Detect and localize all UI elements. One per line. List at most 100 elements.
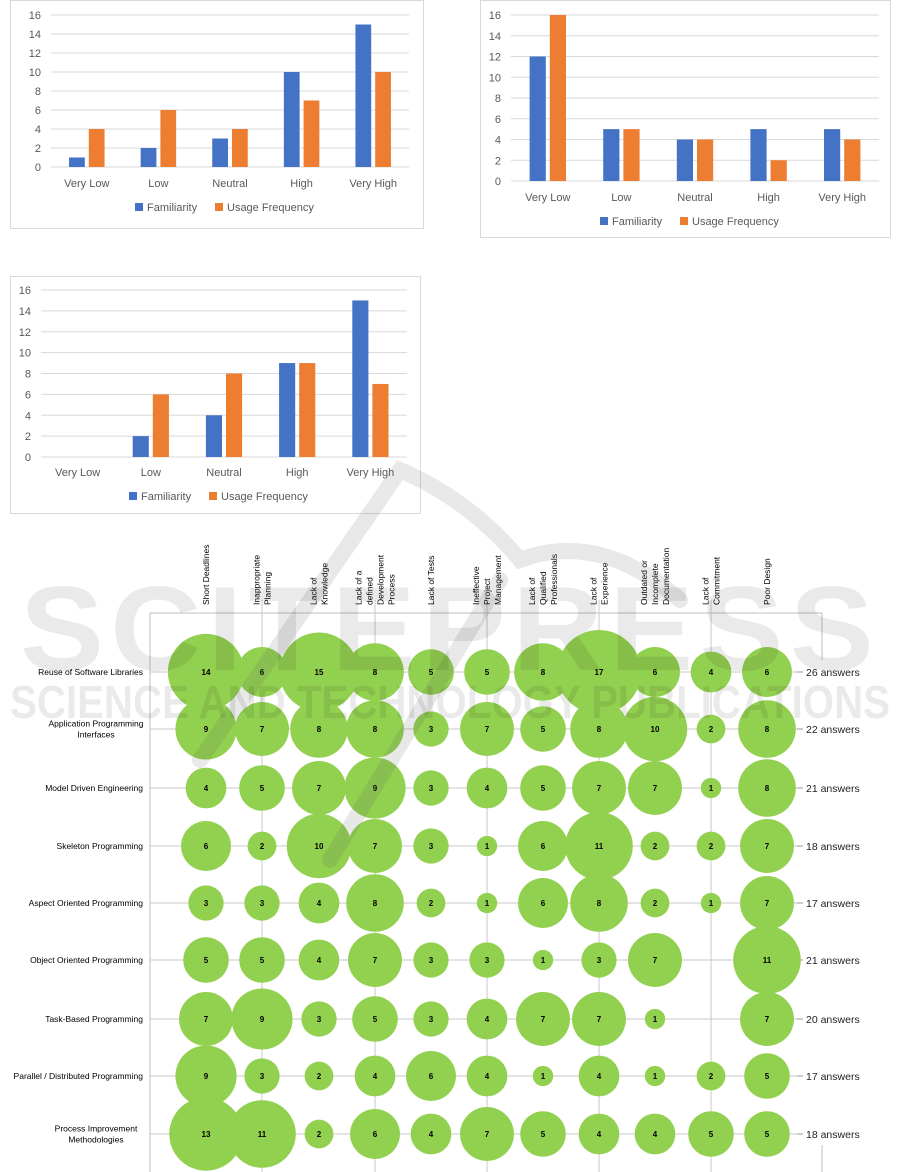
bubble-value-label: 1 [485, 899, 490, 908]
bubble-value-label: 7 [765, 899, 770, 908]
legend-label-familiarity: Familiarity [612, 216, 663, 228]
bubble-value-label: 7 [373, 842, 378, 851]
bubble [413, 828, 449, 864]
row-total-answers: 21 answers [806, 783, 860, 795]
bubble-value-label: 7 [317, 784, 322, 793]
column-header: Lack of Commitment [701, 556, 722, 605]
bar-usage-frequency [623, 129, 640, 181]
bubble [406, 1051, 456, 1101]
y-tick-label: 4 [25, 410, 31, 422]
bubble [179, 992, 233, 1046]
bubble-value-label: 10 [651, 725, 660, 734]
bubble-value-label: 11 [763, 956, 772, 965]
bubble [744, 1053, 790, 1099]
bubble [344, 757, 406, 819]
column-header-line: Lack of Tests [426, 556, 436, 605]
x-category-label: High [290, 178, 313, 190]
bubble-value-label: 8 [373, 725, 378, 734]
bubble-value-label: 1 [541, 1072, 546, 1081]
bubble-value-label: 14 [202, 668, 211, 677]
y-tick-label: 0 [495, 176, 501, 188]
column-header-line: Development [376, 554, 386, 605]
bubble-value-label: 9 [373, 784, 378, 793]
bubble [346, 643, 404, 701]
bubble [298, 939, 340, 981]
bubble-value-label: 8 [541, 668, 546, 677]
bubble [634, 1113, 676, 1155]
bubble [235, 702, 289, 756]
bubble [700, 777, 722, 799]
x-category-label: High [757, 192, 780, 204]
bubble-value-label: 5 [709, 1130, 714, 1139]
y-tick-label: 6 [35, 105, 41, 117]
column-header-line: defined [365, 577, 375, 605]
bubble [557, 630, 641, 714]
bubble [237, 647, 287, 697]
y-tick-label: 0 [35, 162, 41, 174]
row-total-answers: 18 answers [806, 1129, 860, 1141]
row-total-answers: 20 answers [806, 1014, 860, 1026]
bar-familiarity [283, 72, 300, 167]
x-category-label: Very Low [55, 467, 100, 479]
bubble-value-label: 7 [765, 842, 770, 851]
bubble-value-label: 5 [204, 956, 209, 965]
bubble [183, 937, 229, 983]
bubble [304, 1119, 334, 1149]
row-total-answers: 17 answers [806, 898, 860, 910]
column-header-line: Professionals [549, 554, 559, 605]
bubble-value-label: 1 [653, 1015, 658, 1024]
bubble-value-label: 4 [653, 1130, 658, 1139]
column-header: Poor Design [762, 558, 772, 605]
bubble-value-label: 13 [202, 1130, 211, 1139]
bar-usage-frequency [375, 72, 391, 167]
bar-familiarity [352, 300, 369, 457]
row-label: Task-Based Programming [45, 1014, 143, 1024]
bar-familiarity [140, 148, 157, 167]
bar-usage-frequency [232, 129, 248, 167]
bar-chart-3-svg: 0 2 4 6 8 10 12 14 16 Very Low Low Neutral High Very … [19, 285, 407, 503]
column-header-line: Process [387, 574, 397, 605]
legend-label-familiarity: Familiarity [141, 491, 192, 503]
bubble-value-label: 7 [204, 1015, 209, 1024]
bubble [239, 765, 285, 811]
bubble [738, 759, 796, 817]
bubble [181, 821, 231, 871]
bubble [476, 835, 498, 857]
row-total-answers: 26 answers [806, 667, 860, 679]
bubble-value-label: 9 [204, 725, 209, 734]
legend-swatch-usage-frequency [215, 203, 223, 211]
y-tick-label: 12 [19, 327, 31, 339]
legend-label-usage-frequency: Usage Frequency [692, 216, 779, 228]
y-tick-label: 2 [25, 431, 31, 443]
bubble-value-label: 6 [653, 668, 658, 677]
bubble [350, 1109, 400, 1159]
bubble-value-label: 4 [373, 1072, 378, 1081]
bubble [578, 1113, 620, 1155]
legend-swatch-familiarity [135, 203, 143, 211]
x-category-label: Neutral [212, 178, 247, 190]
row-label: Interfaces [77, 730, 114, 740]
bubble-value-label: 7 [373, 956, 378, 965]
bar-usage-frequency [299, 363, 316, 457]
row-label: Application Programming [49, 719, 144, 729]
column-header: Lack of a defined Development Process [354, 554, 397, 605]
bubble [516, 992, 570, 1046]
bubble [532, 949, 554, 971]
bubble [514, 643, 572, 701]
bubble-value-label: 8 [373, 668, 378, 677]
bubble-value-label: 2 [709, 725, 714, 734]
bubble-value-label: 2 [317, 1072, 322, 1081]
legend-swatch-familiarity [600, 217, 608, 225]
bubble [688, 1111, 734, 1157]
row-label: Parallel / Distributed Programming [14, 1071, 144, 1081]
bubble [354, 1055, 396, 1097]
bubble-value-label: 1 [541, 956, 546, 965]
bubble [292, 761, 346, 815]
bubble-value-label: 4 [709, 668, 714, 677]
bar-usage-frequency [160, 110, 177, 167]
column-header: Lack of Knowledge [309, 563, 330, 605]
bubble-value-label: 6 [260, 668, 265, 677]
y-tick-label: 10 [19, 348, 31, 360]
y-tick-label: 0 [25, 452, 31, 464]
bubble-value-label: 5 [260, 784, 265, 793]
